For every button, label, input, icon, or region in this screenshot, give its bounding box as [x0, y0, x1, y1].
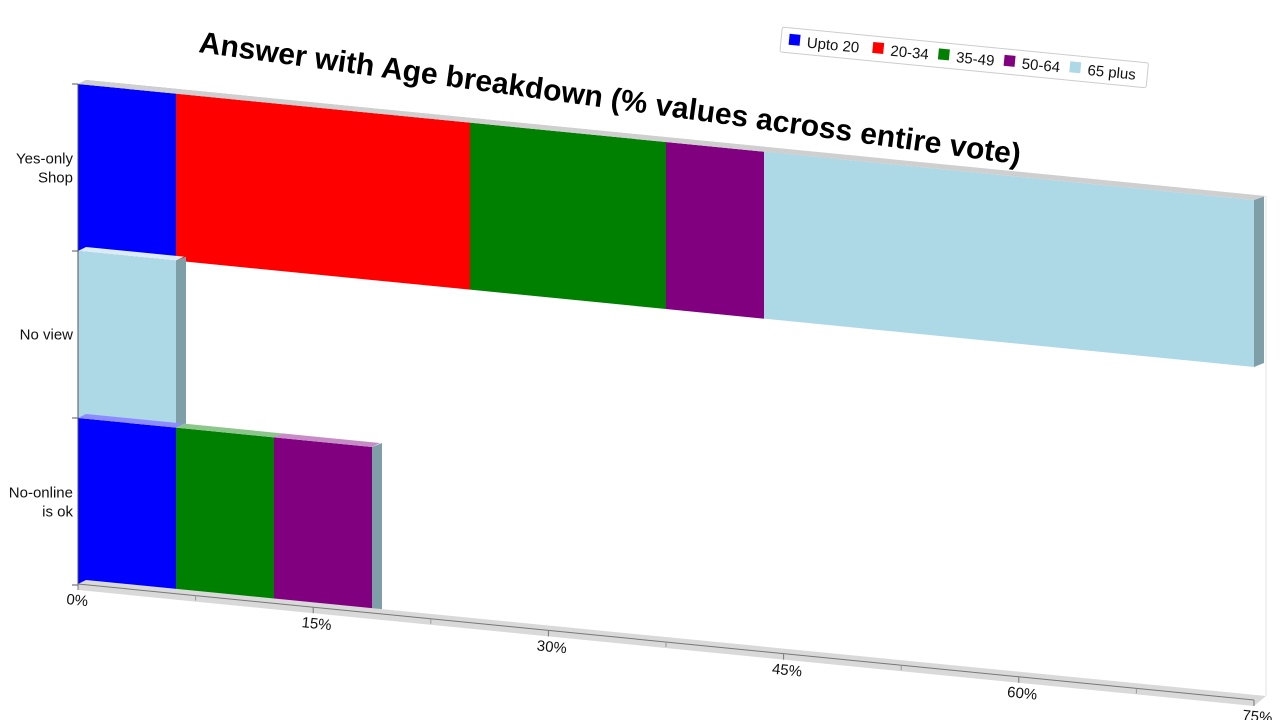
legend-label: 50-64: [1021, 56, 1061, 77]
bar-side-face: [176, 256, 186, 428]
bar-segment: [78, 251, 176, 428]
legend-swatch: [872, 41, 885, 54]
legend-label: 20-34: [890, 43, 930, 64]
x-tick-label: 75%: [1242, 707, 1274, 720]
legend-group: Upto 20 20-34 35-49 50-64 65 plus: [779, 26, 1149, 89]
y-tick-label: No-online: [9, 485, 73, 502]
legend-label: 35-49: [955, 49, 995, 70]
x-tick-label: 30%: [536, 637, 568, 657]
legend-label: Upto 20: [806, 35, 860, 57]
bar-segment: [78, 84, 176, 261]
axes-layer: [72, 80, 1267, 706]
axis-top-edge: [78, 80, 1266, 200]
bar-side-face: [1254, 196, 1264, 367]
bar-top-face: [274, 433, 380, 447]
x-tick-label: 60%: [1006, 684, 1038, 704]
legend-box: [779, 26, 1149, 89]
bar-segment: [274, 437, 372, 614]
bar-top-face: [78, 414, 184, 428]
y-tick-label: No view: [20, 327, 74, 344]
legend-swatch: [1069, 61, 1082, 74]
y-tick-label: Shop: [38, 170, 73, 187]
bar-segment: [78, 418, 176, 595]
x-tick-label: 15%: [301, 614, 333, 634]
bar-side-face: [372, 443, 382, 614]
y-tick-label: Yes-only: [16, 151, 73, 168]
labels-layer: 0% 15% 30% 45% 60% 75% Yes-only Shop No view No-o…: [9, 151, 1273, 720]
bar-top-face: [176, 423, 282, 438]
x-tick-label: 45%: [771, 661, 803, 681]
bars-layer: [78, 80, 1264, 614]
bar-segment: [176, 427, 274, 605]
bar-segment: [764, 151, 1254, 367]
y-tick-label: is ok: [42, 504, 73, 521]
legend-label: 65 plus: [1087, 62, 1137, 84]
legend: Upto 20 20-34 35-49 50-64 65 plus: [779, 26, 1149, 89]
bar-top-face: [78, 247, 184, 261]
legend-swatch: [788, 33, 801, 46]
legend-swatch: [937, 48, 950, 61]
x-tick-label: 0%: [66, 591, 89, 610]
bar-segment: [666, 142, 764, 319]
bar-segment: [176, 93, 470, 290]
bar-segment: [470, 122, 666, 310]
legend-swatch: [1003, 54, 1016, 67]
